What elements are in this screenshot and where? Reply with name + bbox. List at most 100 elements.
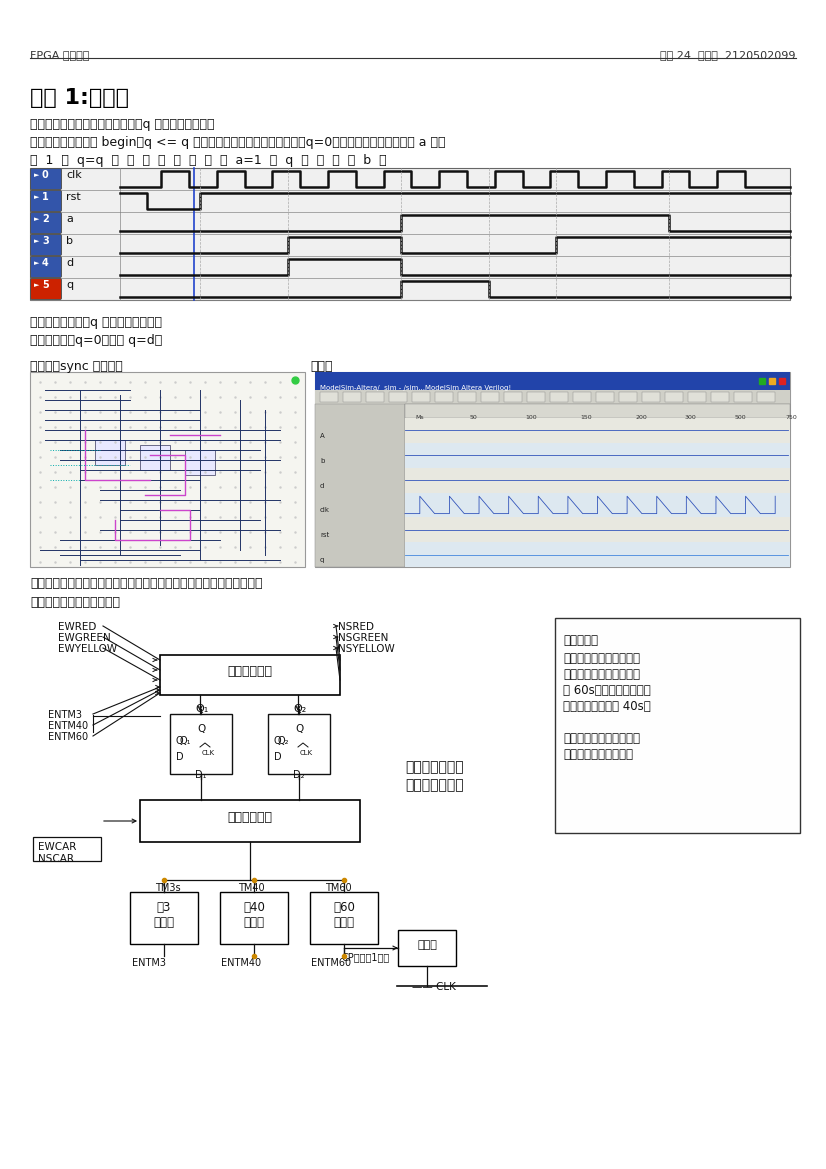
Text: Q₂: Q₂ — [293, 704, 306, 714]
Text: Q₂: Q₂ — [278, 736, 289, 746]
Text: TM3s: TM3s — [155, 883, 181, 893]
Text: ENTM3: ENTM3 — [48, 710, 82, 720]
Text: CLK: CLK — [202, 750, 215, 756]
Text: ►: ► — [34, 194, 40, 200]
FancyBboxPatch shape — [31, 168, 61, 189]
Text: 于 60s；三秒后，南北通: 于 60s；三秒后，南北通 — [563, 684, 651, 697]
Text: 实验 1:状态机: 实验 1:状态机 — [30, 88, 129, 108]
Text: 十字路口交通灯: 十字路口交通灯 — [405, 760, 463, 774]
Text: 但可以减少触发器数目: 但可以减少触发器数目 — [563, 748, 633, 761]
Text: TM60: TM60 — [325, 883, 352, 893]
Text: ENTM40: ENTM40 — [48, 721, 88, 731]
Text: ►: ► — [34, 238, 40, 244]
Bar — [315, 372, 790, 567]
Bar — [665, 392, 683, 402]
Text: clk: clk — [66, 170, 82, 180]
Text: ENTM60: ENTM60 — [311, 959, 351, 968]
Text: a: a — [66, 214, 73, 224]
Bar — [268, 714, 330, 774]
Text: Q₁: Q₁ — [180, 736, 192, 746]
Text: A: A — [320, 433, 325, 438]
Text: clk: clk — [320, 507, 330, 513]
Bar — [458, 392, 476, 402]
Text: 模60
计数器: 模60 计数器 — [333, 900, 355, 928]
Text: 输出组合逻辑: 输出组合逻辑 — [227, 665, 273, 678]
Text: Q: Q — [176, 736, 183, 746]
Text: 四、红路灯电路系统框图：: 四、红路灯电路系统框图： — [30, 596, 120, 609]
Bar — [140, 445, 170, 470]
Text: 答：首先语句中缺少 begin，q <= q 也不合理；如果有异步复位信号，q=0；否则，如果有上升沿且 a 不等: 答：首先语句中缺少 begin，q <= q 也不合理；如果有异步复位信号，q=… — [30, 136, 445, 148]
Bar — [405, 468, 790, 492]
Bar — [140, 800, 360, 842]
Text: ENTM60: ENTM60 — [48, 732, 88, 742]
Bar — [95, 440, 125, 465]
Bar — [33, 837, 101, 862]
Bar — [596, 392, 614, 402]
Bar — [30, 168, 790, 300]
Bar — [389, 392, 407, 402]
Text: 模3
计数器: 模3 计数器 — [154, 900, 174, 928]
Text: 2: 2 — [42, 214, 49, 224]
Text: ENTM3: ENTM3 — [132, 959, 166, 968]
Bar — [504, 392, 522, 402]
Text: EWRED: EWRED — [58, 622, 97, 632]
Bar — [711, 392, 729, 402]
Bar — [310, 892, 378, 945]
Bar — [527, 392, 545, 402]
Text: 该电路使输入信号与时钟同步，并产生稳定脉冲信号，进行节拍分配。: 该电路使输入信号与时钟同步，并产生稳定脉冲信号，进行节拍分配。 — [30, 577, 263, 590]
Text: EWYELLOW: EWYELLOW — [58, 644, 117, 653]
Text: ENTM40: ENTM40 — [221, 959, 261, 968]
Text: —— CLK: —— CLK — [412, 982, 456, 992]
Bar — [398, 931, 456, 966]
Text: Q: Q — [295, 724, 303, 734]
Text: 50: 50 — [470, 415, 477, 420]
Text: d: d — [320, 483, 325, 489]
Text: CP（周期1秒）: CP（周期1秒） — [342, 952, 390, 962]
Bar — [642, 392, 660, 402]
Text: 行，绿灯时间少于 40s。: 行，绿灯时间少于 40s。 — [563, 700, 651, 713]
Text: 计数器不能使用同一个，: 计数器不能使用同一个， — [563, 732, 640, 745]
Bar — [405, 443, 790, 468]
Bar — [481, 392, 499, 402]
Text: rst: rst — [320, 532, 330, 538]
Text: ►: ► — [34, 282, 40, 288]
Bar — [366, 392, 384, 402]
Bar — [757, 392, 775, 402]
Bar — [435, 392, 453, 402]
Text: ModelSim-Altera/  sim - /sim...ModelSim Altera Verilog!: ModelSim-Altera/ sim - /sim...ModelSim A… — [320, 385, 511, 390]
Bar — [405, 542, 790, 567]
Bar — [619, 392, 637, 402]
Text: ►: ► — [34, 216, 40, 222]
Text: 于  1  ，  q=q  ；  如  果  有  上  升  沿  且  a=1  ，  q  直  接  等  于  b  ：: 于 1 ， q=q ； 如 果 有 上 升 沿 且 a=1 ， q 直 接 等 … — [30, 154, 387, 167]
Text: Q: Q — [274, 736, 282, 746]
Text: 答：复位时，q=0；否则 q=d。: 答：复位时，q=0；否则 q=d。 — [30, 334, 162, 347]
FancyBboxPatch shape — [31, 235, 61, 256]
Text: D₂: D₂ — [293, 770, 305, 780]
Text: CLK: CLK — [300, 750, 313, 756]
Text: NSGREEN: NSGREEN — [338, 632, 388, 643]
Bar — [130, 892, 198, 945]
Bar — [573, 392, 591, 402]
Text: q: q — [320, 558, 325, 563]
Bar — [315, 390, 790, 404]
Text: Q: Q — [197, 724, 205, 734]
Text: 0: 0 — [42, 170, 49, 180]
Text: 问题三：sync 电路图：: 问题三：sync 电路图： — [30, 360, 123, 373]
Text: 500: 500 — [735, 415, 747, 420]
Bar — [405, 492, 790, 518]
FancyBboxPatch shape — [31, 213, 61, 234]
Text: D: D — [274, 752, 282, 762]
Bar — [405, 404, 790, 419]
Bar — [405, 419, 790, 443]
Bar — [315, 404, 405, 567]
Text: FPGA 实验报告: FPGA 实验报告 — [30, 50, 89, 60]
Bar — [405, 404, 790, 567]
Bar — [315, 372, 790, 390]
Bar — [160, 655, 340, 696]
Text: 控制组合逻辑: 控制组合逻辑 — [227, 811, 273, 824]
Text: 东西南北都有车时，状态: 东西南北都有车时，状态 — [563, 652, 640, 665]
Text: 模40
计数器: 模40 计数器 — [243, 900, 265, 928]
Text: b: b — [320, 458, 325, 464]
Text: Q₁: Q₁ — [195, 704, 208, 714]
Bar — [220, 892, 288, 945]
